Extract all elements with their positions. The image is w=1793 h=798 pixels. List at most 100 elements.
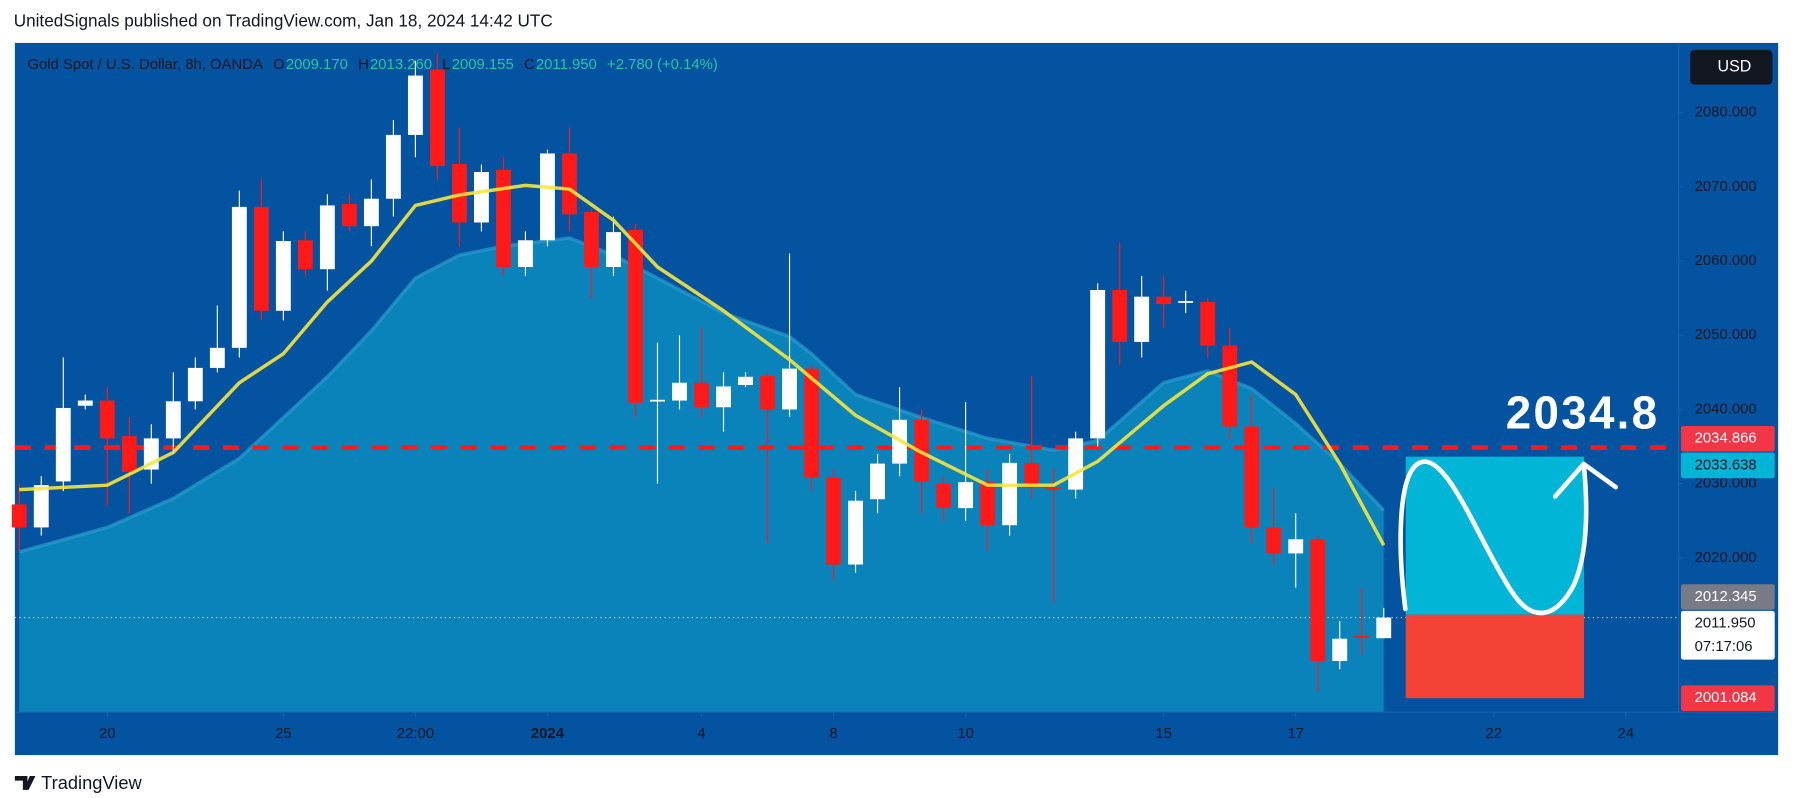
candle-body bbox=[473, 172, 489, 223]
candle-body bbox=[429, 69, 445, 167]
currency[interactable]: USD bbox=[1718, 57, 1752, 75]
target-zone bbox=[1405, 456, 1585, 615]
logo-icon bbox=[14, 775, 36, 790]
price-tag-label: 2033.638 bbox=[1695, 456, 1757, 473]
y-tick-label: 2080.000 bbox=[1695, 104, 1757, 121]
candle-body bbox=[1112, 289, 1128, 342]
ohlc-value: 2009.155 bbox=[452, 56, 514, 73]
ma-line bbox=[19, 183, 1386, 547]
candle-body bbox=[1288, 539, 1304, 554]
ohlc-key: H bbox=[358, 56, 369, 73]
candle-body bbox=[231, 206, 247, 348]
x-tick-label: 20 bbox=[99, 725, 116, 742]
countdown: 07:17:06 bbox=[1695, 638, 1753, 655]
candle-body bbox=[936, 483, 952, 509]
ohlc-value: 2011.950 bbox=[536, 56, 597, 73]
symbol-name: Gold Spot / U.S. Dollar, 8h, OANDA bbox=[27, 56, 262, 73]
ma-area bbox=[19, 238, 1384, 713]
candle-body bbox=[187, 367, 203, 402]
y-tick-label: 2060.000 bbox=[1695, 252, 1757, 269]
y-tick-label: 2020.000 bbox=[1695, 549, 1757, 566]
footer-logo: TradingView bbox=[14, 772, 142, 793]
candle-body bbox=[1156, 296, 1172, 305]
candle-body bbox=[1354, 635, 1370, 638]
candle-body bbox=[650, 399, 665, 402]
price-tag bbox=[1680, 425, 1775, 452]
candle-body bbox=[209, 347, 225, 368]
candle-body bbox=[1244, 426, 1260, 528]
ohlc-value: 2013.260 bbox=[370, 56, 432, 73]
candle-body bbox=[518, 240, 533, 267]
x-tick-label: 25 bbox=[275, 725, 292, 742]
ma-area-edge bbox=[18, 236, 1385, 554]
x-tick-label: 10 bbox=[957, 725, 974, 742]
y-tick-label: 2040.000 bbox=[1695, 400, 1757, 417]
ohlc-key: C bbox=[524, 56, 535, 73]
symbol-line: Gold Spot / U.S. Dollar, 8h, OANDA O 2009.… bbox=[27, 56, 717, 73]
candle-body bbox=[55, 407, 71, 482]
x-tick-label: 8 bbox=[829, 725, 837, 742]
candle-body bbox=[297, 240, 313, 270]
candle-body bbox=[826, 477, 841, 565]
x-tick-label: 24 bbox=[1618, 725, 1635, 742]
ohlc-value: +2.780 (+0.14%) bbox=[607, 56, 718, 73]
y-tick-label: 2030.000 bbox=[1695, 475, 1757, 492]
candle-body bbox=[782, 368, 797, 410]
candle-body bbox=[1332, 638, 1348, 661]
candle-body bbox=[980, 482, 996, 526]
price-tag-label: 2034.866 bbox=[1695, 430, 1757, 447]
ohlc-key: L bbox=[442, 56, 450, 73]
x-tick-label: 17 bbox=[1287, 725, 1304, 742]
candle-body bbox=[319, 205, 335, 270]
candle-body bbox=[1068, 438, 1084, 490]
candle-body bbox=[628, 229, 643, 403]
candle-body bbox=[958, 482, 974, 509]
annotation: 2034.8 bbox=[1506, 386, 1660, 438]
ohlc-value: 2009.170 bbox=[286, 56, 348, 73]
candle-body bbox=[694, 382, 709, 408]
candle-body bbox=[584, 212, 599, 267]
candle-body bbox=[870, 463, 886, 500]
candle-body bbox=[1024, 462, 1040, 488]
y-tick-label: 2050.000 bbox=[1695, 326, 1757, 343]
candle-body bbox=[716, 386, 731, 408]
stop-zone bbox=[1405, 614, 1585, 699]
price-tag bbox=[1680, 584, 1775, 610]
candle-body bbox=[1178, 301, 1194, 303]
x-tick-label: 22 bbox=[1486, 725, 1503, 742]
candle-body bbox=[77, 400, 93, 406]
footer: TradingView bbox=[41, 772, 142, 793]
currency-button[interactable] bbox=[1690, 49, 1773, 85]
candle-body bbox=[1222, 345, 1238, 427]
candle-body bbox=[11, 504, 27, 528]
candle-body bbox=[496, 169, 511, 267]
forecast-arrow bbox=[1398, 459, 1619, 616]
candle-body bbox=[165, 401, 181, 439]
candle-body bbox=[760, 376, 775, 410]
price-tag bbox=[1680, 610, 1775, 660]
candle-body bbox=[451, 163, 467, 223]
candle-body bbox=[738, 376, 753, 385]
candle-body bbox=[1376, 617, 1392, 639]
x-tick-label: 15 bbox=[1155, 725, 1172, 742]
candle-body bbox=[33, 485, 49, 528]
candle-body bbox=[1134, 296, 1150, 342]
candle-body bbox=[562, 153, 577, 215]
ohlc-key: O bbox=[273, 56, 285, 73]
candle-body bbox=[1046, 487, 1062, 490]
candle-body bbox=[407, 75, 423, 135]
x-tick-label: 22:00 bbox=[397, 725, 434, 742]
y-tick-label: 2070.000 bbox=[1695, 178, 1757, 195]
candle-body bbox=[363, 198, 379, 227]
price-tag-label: 2011.950 bbox=[1695, 615, 1756, 632]
candle-body bbox=[672, 382, 687, 401]
price-tag-label: 2001.084 bbox=[1695, 689, 1757, 706]
candle-body bbox=[275, 241, 291, 311]
candle-body bbox=[1002, 462, 1018, 526]
candle-body bbox=[99, 400, 115, 439]
candle-body bbox=[606, 232, 621, 267]
candle-body bbox=[540, 153, 555, 241]
candle-body bbox=[1310, 539, 1326, 661]
